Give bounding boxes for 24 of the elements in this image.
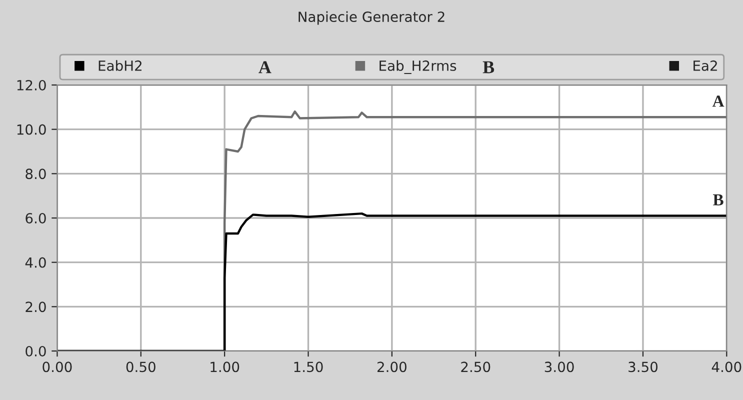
legend-label: EabH2 bbox=[98, 60, 142, 71]
x-tick-label: 1.00 bbox=[210, 362, 240, 372]
annotation: B bbox=[713, 194, 724, 206]
y-tick-label: 0.0 bbox=[26, 346, 46, 356]
x-tick-label: 2.50 bbox=[461, 362, 490, 372]
y-tick-label: 10.0 bbox=[17, 124, 46, 135]
x-tick-label: 0.00 bbox=[42, 362, 72, 372]
text: A bbox=[258, 61, 272, 74]
y-tick-label: 4.0 bbox=[25, 257, 46, 268]
x-tick-label: 4.00 bbox=[712, 362, 742, 372]
x-tick-label: 3.50 bbox=[628, 362, 658, 372]
legend-label: Ea2 bbox=[694, 60, 717, 71]
x-tick-label: 2.00 bbox=[377, 362, 406, 372]
x-tick-label: 3.00 bbox=[544, 362, 574, 372]
x-tick-label: 1.50 bbox=[294, 362, 323, 372]
annotation: A bbox=[712, 96, 724, 107]
y-tick-label: 8.0 bbox=[26, 168, 46, 180]
legend-label: Eab_H2rms bbox=[380, 60, 456, 74]
y-tick-label: 2.0 bbox=[26, 302, 46, 312]
text: B bbox=[482, 61, 494, 74]
y-tick-label: 12.0 bbox=[17, 80, 46, 90]
y-tick-label: 6.0 bbox=[26, 212, 46, 224]
x-tick-label: 0.50 bbox=[126, 362, 156, 372]
chart-title: Napiecie Generator 2 bbox=[298, 11, 444, 25]
